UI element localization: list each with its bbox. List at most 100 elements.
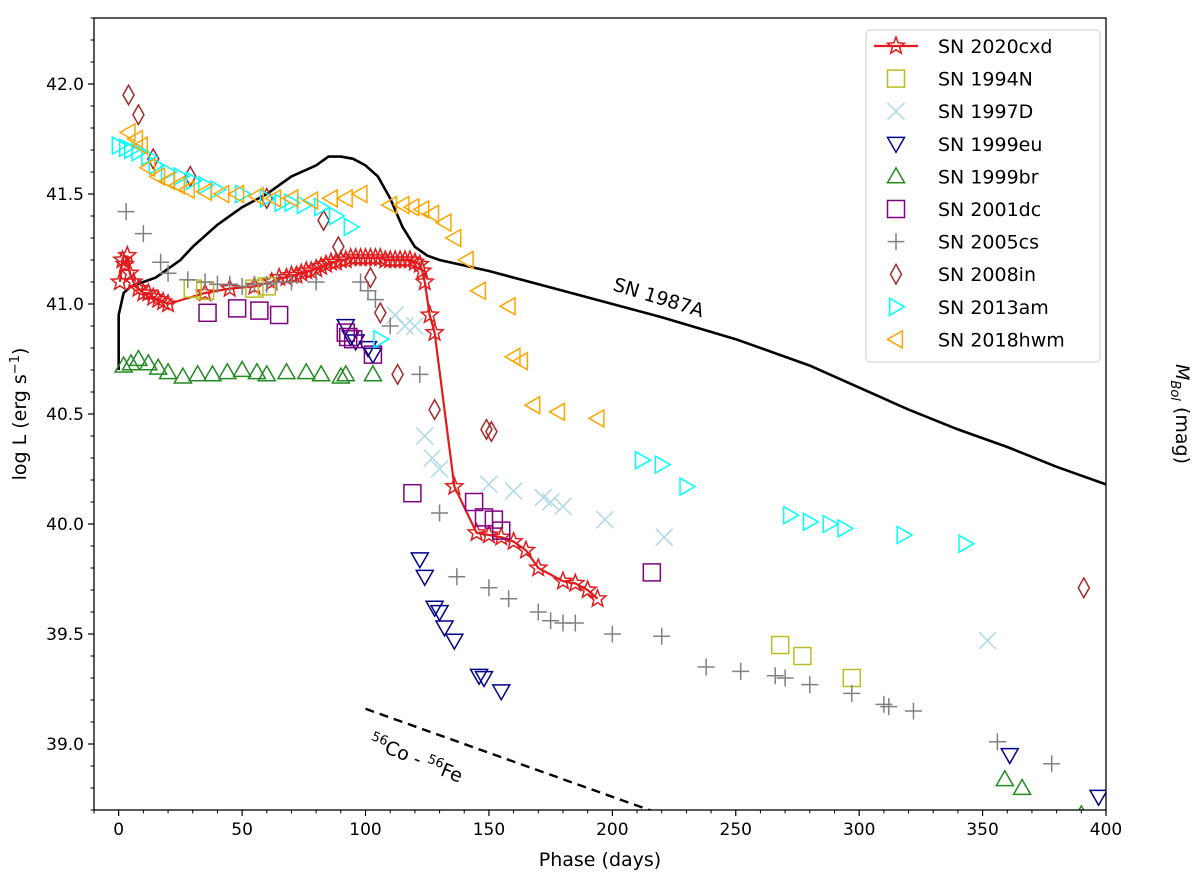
legend-entry-sn-2013am: SN 2013am (888, 297, 1049, 319)
legend-marker (886, 136, 906, 154)
data-point-sn-1997d (655, 528, 674, 547)
data-point-sn-1999eu (363, 347, 383, 365)
data-point-sn-2018hwm (158, 171, 176, 191)
legend-marker (886, 102, 906, 121)
data-point-sn-2018hwm (350, 184, 368, 204)
data-point-sn-2018hwm (434, 212, 452, 233)
data-point-sn-1999br (995, 769, 1015, 787)
x-tick-label: 150 (473, 820, 505, 840)
data-point-sn-2001dc (336, 323, 356, 342)
legend-label: SN 1997D (938, 101, 1033, 123)
data-point-sn-2005cs (179, 271, 197, 289)
data-point-sn-1997d (395, 316, 415, 336)
data-point-sn-2008in (428, 398, 442, 421)
data-point-sn-2005cs (529, 603, 547, 621)
data-point-sn-2001dc (250, 301, 269, 320)
data-point-sn-2020cxd (515, 539, 537, 560)
data-point-sn-2008in (1077, 576, 1091, 600)
data-point-sn-2020cxd (587, 587, 609, 608)
data-point-sn-1999eu (474, 670, 494, 689)
data-point-sn-2018hwm (246, 186, 265, 206)
data-point-sn-2001dc (484, 510, 504, 529)
data-point-sn-2005cs (880, 698, 898, 716)
data-point-sn-1999br (335, 364, 356, 382)
data-point-sn-2008in (146, 147, 160, 171)
data-point-sn-2001dc (492, 521, 511, 540)
x-axis-title: Phase (days) (539, 849, 661, 871)
data-point-sn-2008in (480, 418, 493, 441)
data-point-sn-2005cs (988, 733, 1006, 751)
data-point-sn-2013am (259, 188, 277, 209)
data-point-sn-2005cs (366, 291, 384, 309)
data-point-sn-2018hwm (498, 296, 516, 316)
data-point-sn-2020cxd (261, 270, 283, 291)
series-sn-2013am (111, 135, 976, 554)
legend-entry-sn-2005cs: SN 2005cs (887, 232, 1039, 254)
data-point-sn-2018hwm (227, 184, 245, 204)
x-tick-label: 0 (113, 820, 124, 840)
x-tick-label: 100 (349, 820, 381, 840)
data-point-sn-1999eu (429, 604, 450, 623)
data-point-sn-1999br (247, 362, 267, 380)
series-sn-1999br (113, 348, 1085, 810)
data-point-sn-1999eu (491, 684, 512, 702)
data-point-sn-2013am (160, 162, 179, 182)
data-point-sn-1999br (202, 364, 223, 382)
x-tick-label: 250 (720, 820, 752, 840)
data-point-sn-2005cs (196, 273, 214, 291)
y-tick-label: 39.5 (46, 625, 84, 645)
legend-marker (885, 34, 907, 55)
data-point-sn-2020cxd (564, 572, 586, 593)
legend-entry-sn-2018hwm: SN 2018hwm (885, 329, 1065, 351)
series-sn-2020cxd (109, 244, 609, 608)
data-point-sn-1999br (363, 364, 383, 382)
data-point-sn-1999eu (424, 600, 445, 618)
data-point-sn-2005cs (566, 614, 584, 632)
data-point-sn-2005cs (152, 253, 170, 271)
data-point-sn-2020cxd (443, 475, 465, 496)
data-point-sn-2001dc (474, 508, 494, 527)
data-point-sn-2013am (802, 512, 820, 532)
y-tick-label: 40.0 (46, 515, 84, 535)
plot-area (109, 83, 1106, 810)
y-axis-left: 39.0 39.5 40.0 40.5 41.0 41.5 42.0 (46, 17, 94, 811)
data-point-sn-2005cs (117, 203, 135, 221)
data-point-sn-2005cs (448, 568, 466, 586)
data-point-sn-2005cs (381, 317, 399, 335)
data-point-sn-2018hwm (456, 250, 474, 270)
data-point-sn-2005cs (653, 627, 671, 645)
series-sn-1994n (183, 277, 862, 688)
legend-entry-sn-1999br: SN 1999br (886, 166, 1039, 188)
data-point-sn-1997d (430, 459, 449, 479)
data-point-sn-2013am (837, 518, 855, 539)
legend-marker (888, 297, 907, 317)
data-point-sn-2008in (132, 103, 145, 127)
data-point-sn-2001dc (464, 492, 484, 512)
data-point-sn-2013am (634, 450, 652, 470)
data-point-sn-1999eu (444, 633, 465, 651)
y-tick-label: 41.0 (46, 295, 84, 315)
data-point-sn-2001dc (403, 483, 422, 503)
data-point-sn-2018hwm (130, 135, 149, 156)
data-point-sn-2005cs (697, 658, 715, 676)
reference-line-56co-56fe (365, 707, 653, 810)
data-point-sn-1999eu (999, 747, 1020, 766)
legend-entry-sn-1997d: SN 1997D (886, 101, 1033, 123)
data-point-sn-2008in (485, 420, 498, 443)
series-sn-2018hwm (118, 122, 605, 429)
legend-label: SN 1994N (938, 69, 1033, 91)
data-point-sn-2008in (122, 83, 135, 107)
data-point-sn-2005cs (352, 273, 370, 291)
data-point-sn-2018hwm (503, 347, 521, 367)
data-point-sn-2018hwm (301, 190, 319, 211)
data-point-sn-2018hwm (212, 184, 230, 204)
legend-label: SN 2018hwm (938, 329, 1065, 351)
data-point-sn-2005cs (542, 612, 560, 630)
data-point-sn-2018hwm (587, 408, 605, 429)
data-point-sn-2005cs (875, 695, 893, 713)
data-point-sn-2018hwm (335, 188, 353, 209)
data-point-sn-1999eu (335, 318, 356, 337)
data-point-sn-1997d (504, 481, 523, 501)
data-point-sn-2018hwm (264, 188, 282, 209)
data-point-sn-1997d (386, 305, 405, 325)
